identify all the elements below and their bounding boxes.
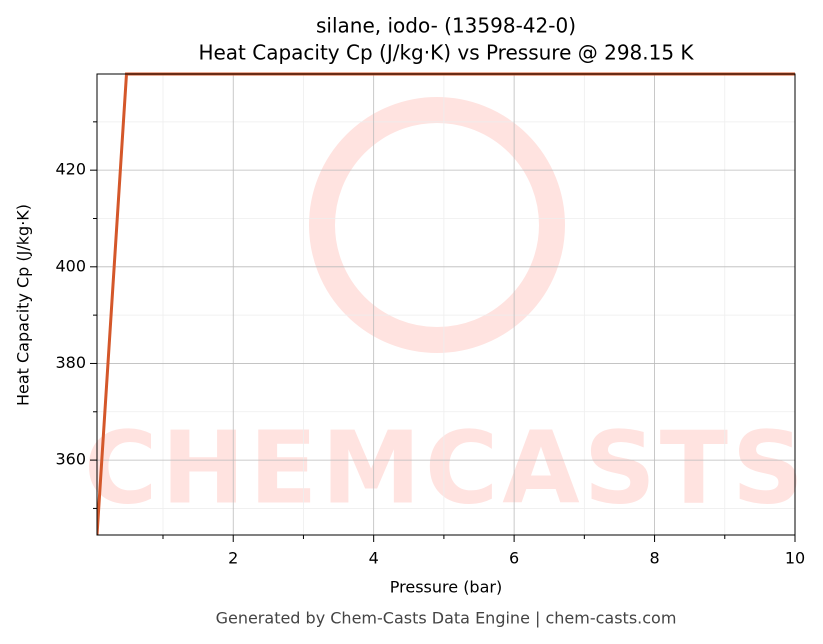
x-tick-label: 2	[228, 549, 238, 568]
x-tick-label: 6	[509, 549, 519, 568]
y-tick-label: 420	[55, 160, 86, 179]
y-axis-label: Heat Capacity Cp (J/kg·K)	[14, 204, 33, 406]
plot-frame	[96, 73, 796, 536]
footer: Generated by Chem-Casts Data Engine | ch…	[216, 609, 677, 628]
y-tick-label: 380	[55, 353, 86, 372]
watermark-logo	[309, 97, 565, 353]
chart-subtitle: Heat Capacity Cp (J/kg·K) vs Pressure @ …	[198, 41, 694, 65]
y-tick-label: 360	[55, 450, 86, 469]
y-tick-label: 400	[55, 256, 86, 275]
x-tick-label: 10	[785, 549, 805, 568]
x-axis-label: Pressure (bar)	[390, 578, 502, 597]
x-tick-label: 4	[369, 549, 379, 568]
chart-title: silane, iodo- (13598-42-0)	[316, 14, 576, 38]
x-tick-label: 8	[649, 549, 659, 568]
